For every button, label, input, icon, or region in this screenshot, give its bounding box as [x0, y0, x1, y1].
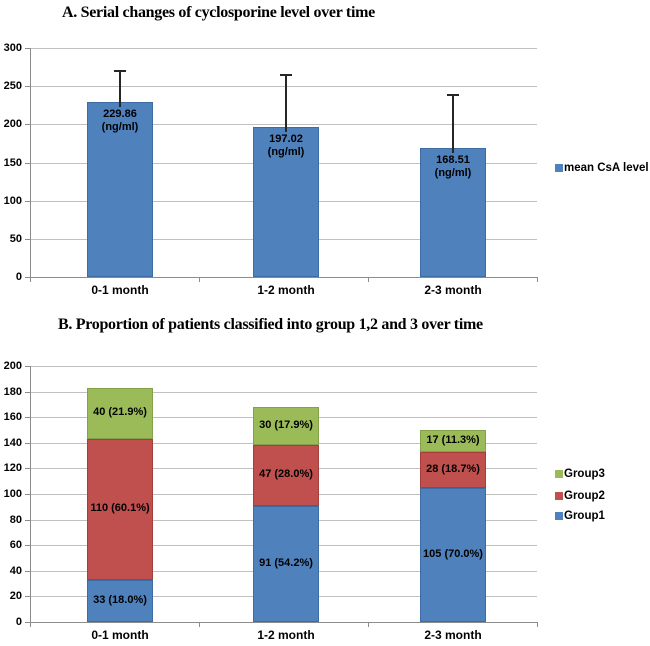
y-tick: [25, 520, 30, 521]
bar-segment-group1: [253, 505, 319, 622]
y-tick: [25, 392, 30, 393]
y-axis-label: 160: [3, 411, 22, 423]
x-axis-label: 1-2 month: [257, 628, 315, 642]
bar-value-label: 168.51 (ng/ml): [434, 154, 472, 180]
bar-segment-label: 105 (70.0%): [423, 547, 483, 560]
x-axis-label: 2-3 month: [424, 628, 482, 642]
gridline: [30, 124, 537, 125]
bar-value-label: 229.86 (ng/ml): [101, 107, 139, 133]
bar-segment-group2: [253, 445, 319, 506]
y-tick: [25, 277, 30, 278]
y-tick: [25, 201, 30, 202]
x-axis-label: 1-2 month: [257, 283, 315, 297]
y-axis-label: 140: [3, 437, 22, 449]
bar-segment-label: 30 (17.9%): [259, 419, 313, 432]
legend-item-mean-csa-level: mean CsA level: [564, 162, 649, 174]
bar-segment-group2: [420, 451, 486, 488]
bar-value-label: 197.02 (ng/ml): [267, 132, 305, 158]
y-tick: [25, 622, 30, 623]
x-tick: [368, 622, 369, 627]
bar-segment-group1: [87, 579, 153, 622]
x-tick: [199, 622, 200, 627]
y-axis-label: 250: [3, 80, 22, 92]
bar-segment-label: 47 (28.0%): [259, 468, 313, 481]
error-bar-cap: [280, 74, 292, 77]
bar-segment-label: 91 (54.2%): [259, 556, 313, 569]
x-tick: [199, 277, 200, 282]
gridline: [30, 366, 537, 367]
y-axis-label: 50: [9, 233, 22, 245]
x-tick: [537, 622, 538, 627]
bar-segment-group1: [420, 487, 486, 622]
legend-swatch: [555, 492, 563, 500]
y-axis-label: 20: [9, 590, 22, 602]
y-axis-label: 150: [3, 157, 22, 169]
y-tick: [25, 443, 30, 444]
x-axis-line: [30, 622, 537, 623]
gridline: [30, 86, 537, 87]
chart-b-title: B. Proportion of patients classified int…: [58, 316, 483, 333]
y-tick: [25, 86, 30, 87]
y-axis-label: 0: [15, 616, 22, 628]
y-axis-label: 0: [15, 271, 22, 283]
x-axis-label: 0-1 month: [91, 283, 149, 297]
x-tick: [30, 622, 31, 627]
y-tick: [25, 239, 30, 240]
bar-segment-group3: [420, 430, 486, 452]
y-axis-label: 120: [3, 462, 22, 474]
x-axis-label: 2-3 month: [424, 283, 482, 297]
y-axis-label: 200: [3, 360, 22, 372]
error-bar-line: [452, 95, 454, 154]
gridline: [30, 392, 537, 393]
bar-segment-label: 17 (11.3%): [426, 433, 480, 446]
legend-swatch: [555, 164, 563, 172]
bar-segment-mean-csa-level: [420, 148, 486, 277]
y-axis-label: 80: [9, 514, 22, 526]
error-bar-line: [119, 70, 121, 107]
y-axis-label: 200: [3, 118, 22, 130]
legend-item-group3: Group3: [564, 468, 605, 480]
y-tick: [25, 417, 30, 418]
legend-swatch: [555, 512, 563, 520]
bar-segment-group3: [253, 406, 319, 446]
gridline: [30, 48, 537, 49]
y-tick: [25, 163, 30, 164]
chart-a-title: A. Serial changes of cyclosporine level …: [62, 4, 375, 21]
y-axis-label: 100: [3, 488, 22, 500]
bar-segment-group2: [87, 438, 153, 580]
y-tick: [25, 366, 30, 367]
y-tick: [25, 124, 30, 125]
bar-segment-label: 110 (60.1%): [90, 502, 150, 515]
y-tick: [25, 596, 30, 597]
y-axis-label: 100: [3, 195, 22, 207]
y-tick: [25, 545, 30, 546]
legend-item-group2: Group2: [564, 490, 605, 502]
y-tick: [25, 494, 30, 495]
error-bar-line: [285, 75, 287, 132]
x-tick: [537, 277, 538, 282]
x-axis-label: 0-1 month: [91, 628, 149, 642]
legend-item-group1: Group1: [564, 510, 605, 522]
bar-segment-label: 28 (18.7%): [426, 462, 480, 475]
x-axis-line: [30, 277, 537, 278]
x-tick: [30, 277, 31, 282]
y-axis-line: [30, 48, 31, 277]
y-tick: [25, 468, 30, 469]
y-axis-label: 300: [3, 42, 22, 54]
error-bar-cap: [114, 69, 126, 72]
x-tick: [368, 277, 369, 282]
y-tick: [25, 48, 30, 49]
bar-segment-group3: [87, 387, 153, 439]
error-bar-cap: [447, 94, 459, 97]
y-axis-label: 180: [3, 386, 22, 398]
bar-segment-label: 33 (18.0%): [93, 593, 147, 606]
y-axis-label: 40: [9, 565, 22, 577]
bar-segment-mean-csa-level: [87, 101, 153, 277]
legend-swatch: [555, 470, 563, 478]
bar-segment-label: 40 (21.9%): [93, 406, 147, 419]
y-axis-line: [30, 366, 31, 622]
y-tick: [25, 571, 30, 572]
y-axis-label: 60: [9, 539, 22, 551]
